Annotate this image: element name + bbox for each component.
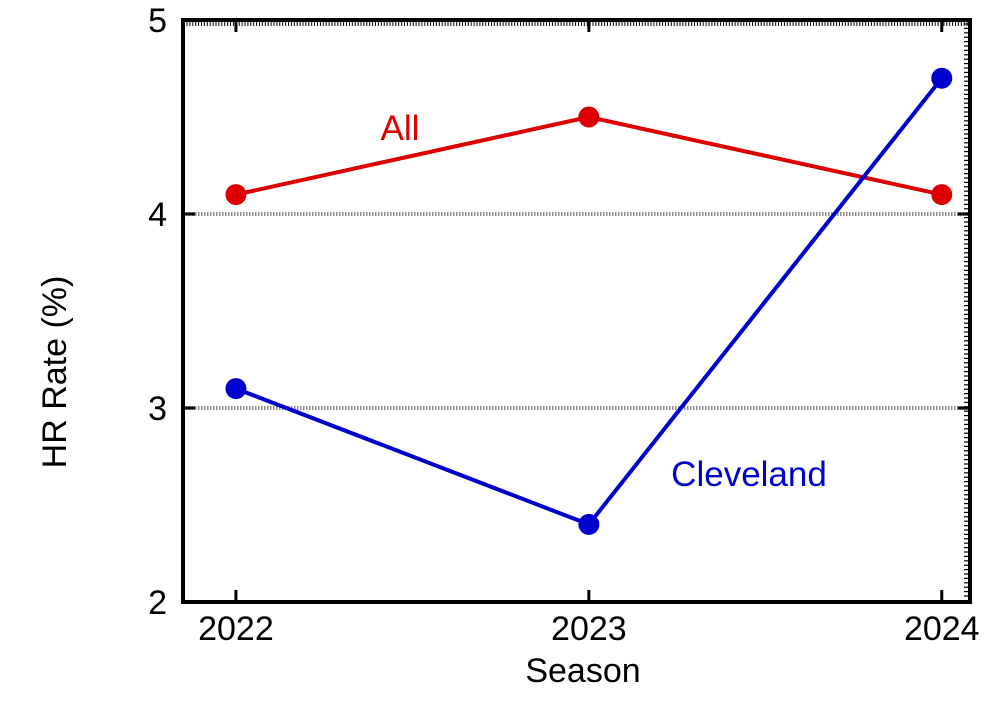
- y-axis-title: HR Rate (%): [36, 276, 74, 469]
- x-tick-label-2022: 2022: [198, 610, 274, 648]
- plot-frame: [181, 18, 972, 604]
- point-cleveland-2024: [931, 67, 953, 89]
- x-tick-label-2024: 2024: [904, 610, 980, 648]
- y-tick-label-5: 5: [148, 2, 167, 40]
- x-tick-labels: 2022 2023 2024: [198, 610, 979, 648]
- y-tick-labels: 2 3 4 5: [148, 2, 167, 622]
- x-axis-title: Season: [525, 652, 640, 690]
- point-all-2022: [225, 184, 247, 206]
- point-cleveland-2023: [578, 513, 600, 535]
- y-tick-label-3: 3: [148, 390, 167, 428]
- point-cleveland-2022: [225, 378, 247, 400]
- point-all-2024: [931, 184, 953, 206]
- y-tick-label-4: 4: [148, 196, 167, 234]
- series-label-all: All: [381, 109, 420, 148]
- x-tick-label-2023: 2023: [551, 610, 627, 648]
- series-layer: [225, 67, 953, 535]
- point-all-2023: [578, 106, 600, 128]
- gridlines: [183, 212, 970, 410]
- plot-background: [183, 20, 970, 602]
- y-tick-label-2: 2: [148, 584, 167, 622]
- series-label-cleveland: Cleveland: [671, 455, 827, 494]
